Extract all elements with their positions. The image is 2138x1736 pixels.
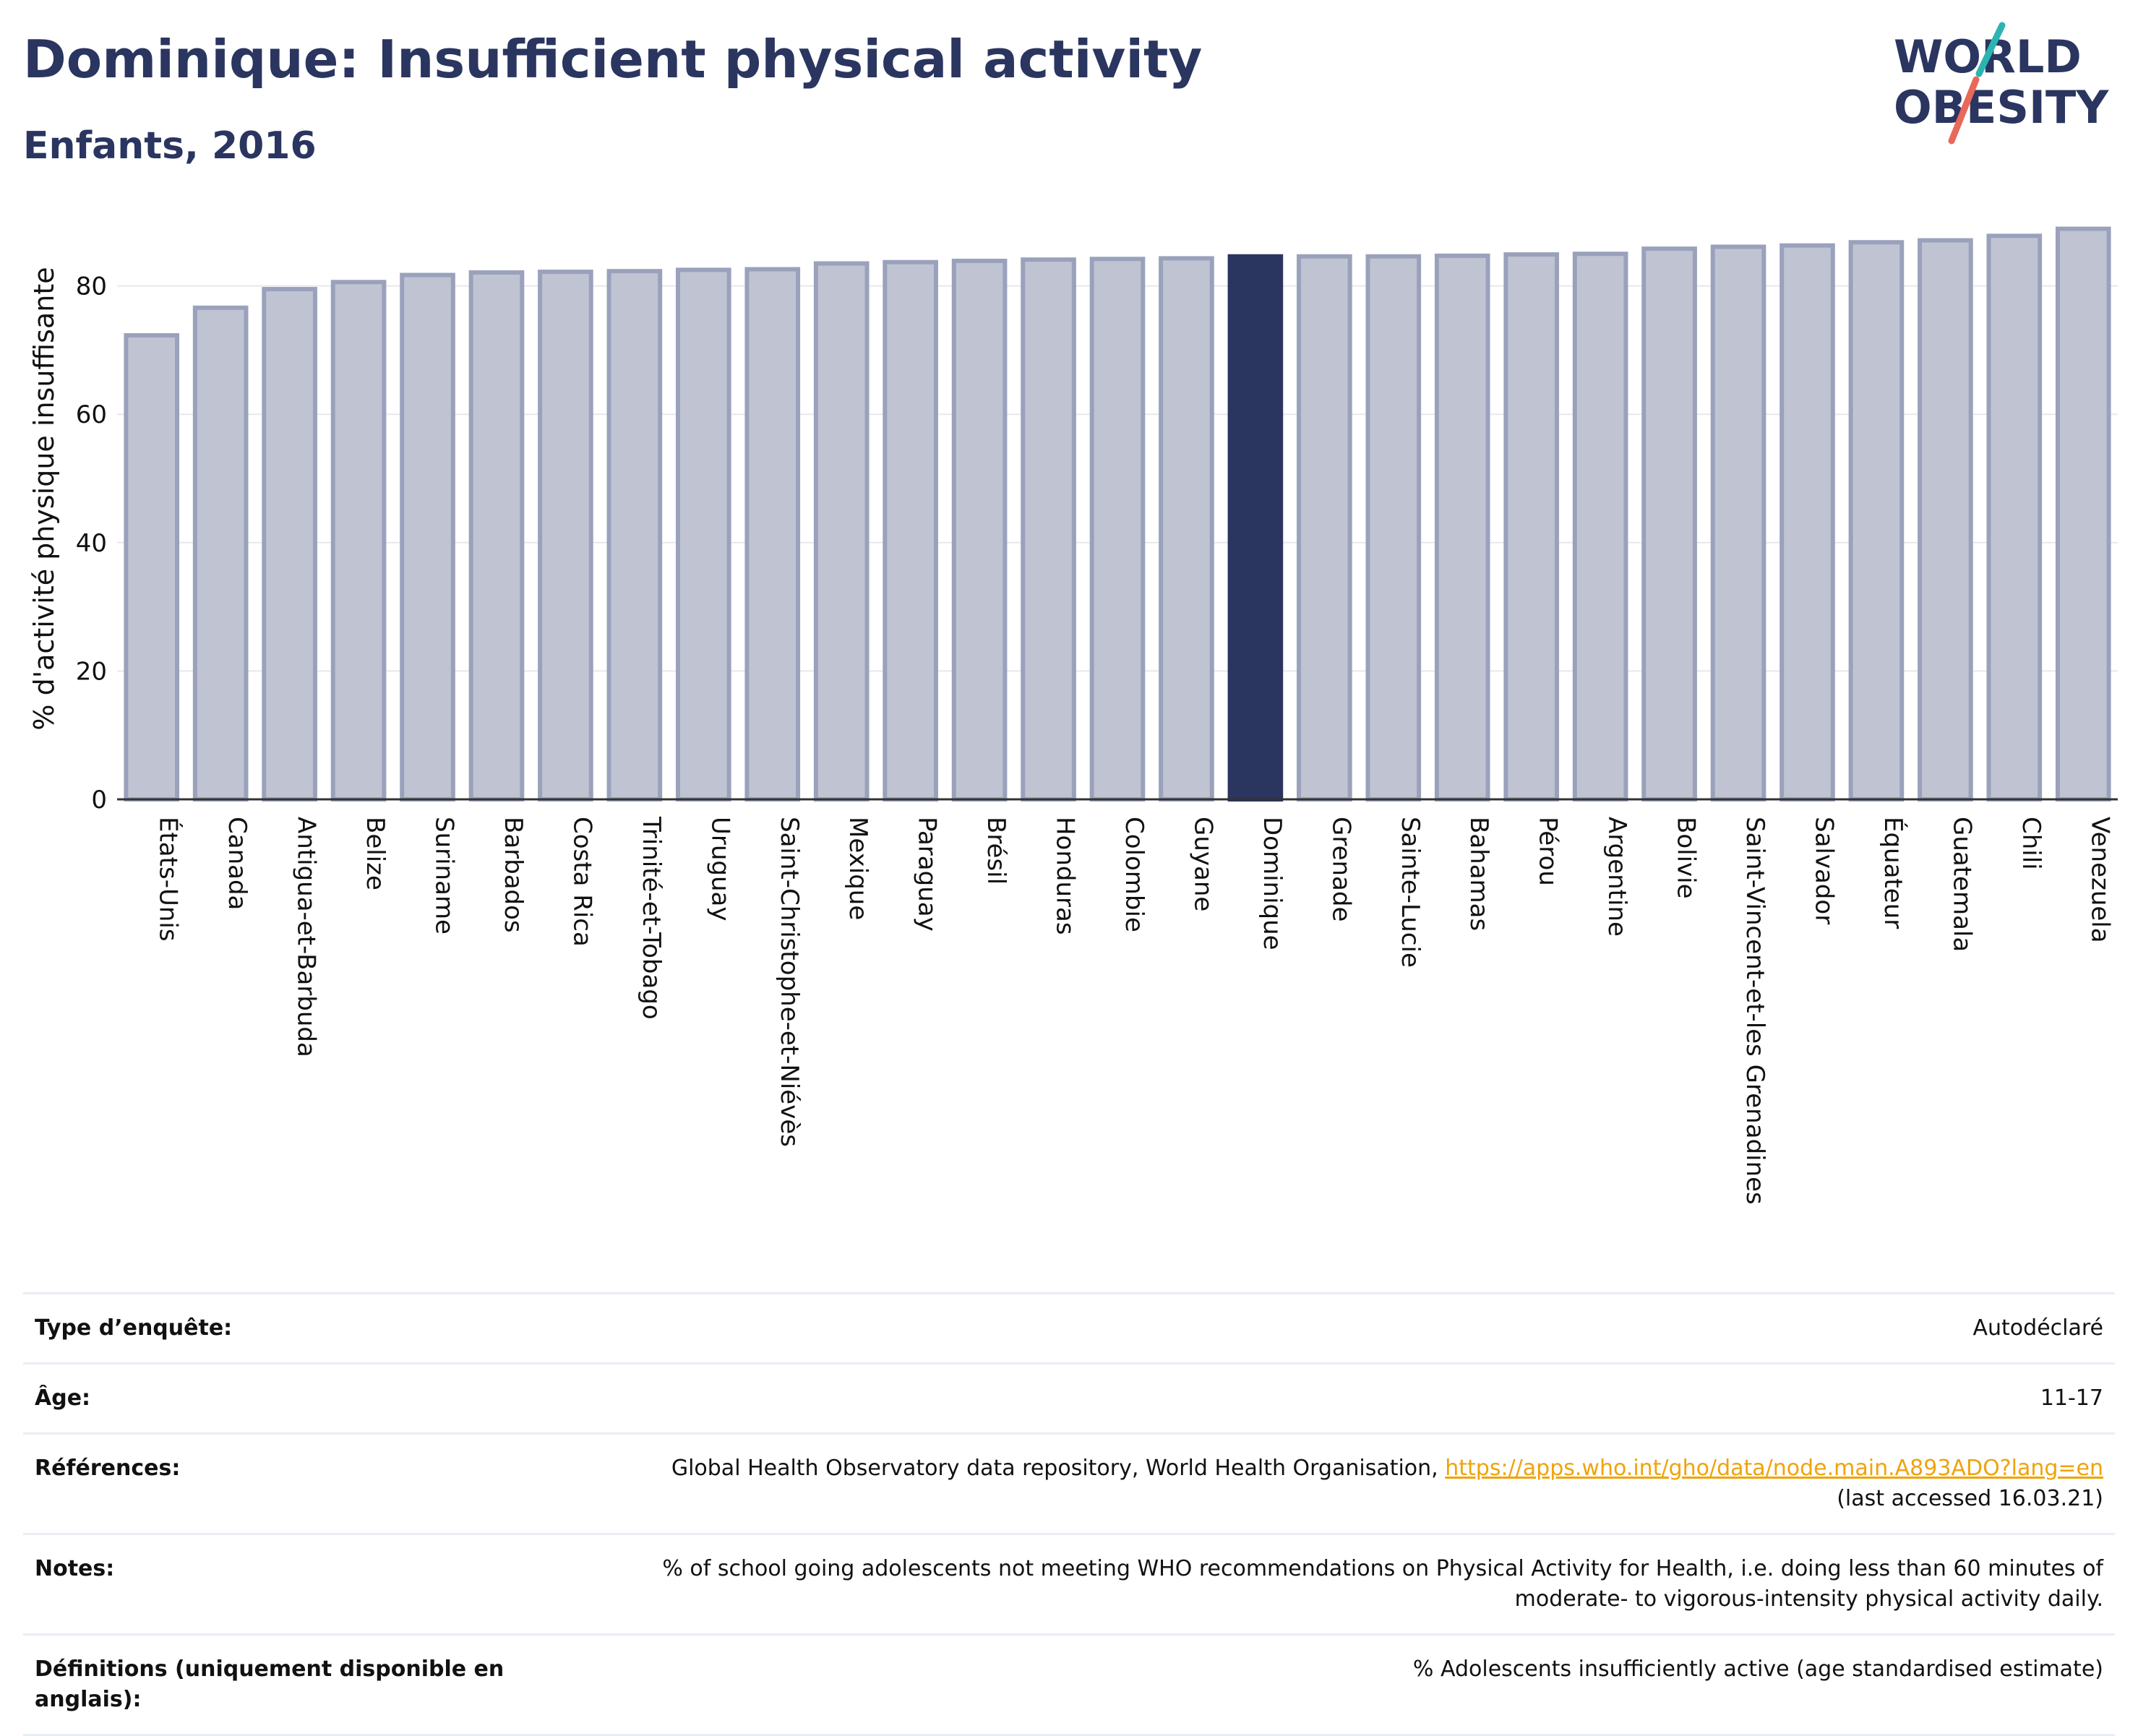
reference-accessed: (last accessed 16.03.21) (1837, 1486, 2103, 1511)
bar (1572, 252, 1628, 802)
x-tick-label: Trinité-et-Tobago (637, 816, 666, 1020)
bar (400, 272, 455, 802)
bar (1779, 243, 1835, 802)
x-tick-label: Bolivie (1672, 817, 1701, 899)
chart-subtitle: Enfants, 2016 (23, 124, 317, 168)
info-row-definitions: Définitions (uniquement disponible en an… (23, 1633, 2115, 1736)
bar (1641, 246, 1697, 802)
x-tick-label: Costa Rica (567, 817, 596, 947)
bar (1918, 238, 1973, 802)
bar-highlight (1227, 254, 1284, 802)
bar (1089, 257, 1146, 802)
bar (744, 267, 801, 802)
x-tick-label: Bahamas (1464, 817, 1493, 931)
info-label: Âge: (35, 1385, 91, 1411)
x-tick-label: Grenade (1326, 817, 1355, 921)
bar (1365, 254, 1422, 802)
reference-link[interactable]: https://apps.who.int/gho/data/node.main.… (1445, 1456, 2103, 1481)
info-label: Références: (35, 1456, 181, 1481)
x-tick-label: Guatemala (1947, 817, 1976, 952)
x-tick-label: Brésil (982, 817, 1010, 885)
x-tick-label: Canada (223, 817, 252, 910)
x-tick-label: Venezuela (2085, 817, 2114, 943)
x-tick-label: Salvador (1809, 817, 1838, 924)
x-tick-label: Uruguay (705, 817, 734, 921)
world-obesity-logo: WORLD OBESITY (1894, 22, 2109, 145)
bar (1710, 244, 1766, 802)
bars (124, 226, 2111, 802)
x-tick-label: Mexique (843, 817, 872, 920)
x-tick-label: Équateur (1879, 817, 1908, 929)
bar (675, 267, 731, 802)
chart-title: Dominique: Insufficient physical activit… (23, 29, 1203, 90)
bar (883, 259, 938, 802)
bar (1159, 256, 1214, 802)
info-value: 11-17 (2040, 1385, 2103, 1411)
y-tick-label: 0 (91, 786, 107, 815)
y-tick-labels: 0 20 40 60 80 (76, 272, 107, 815)
x-tick-label: Belize (361, 817, 390, 890)
x-tick-label: États-Unis (154, 817, 184, 942)
y-tick-label: 60 (76, 400, 107, 429)
y-tick-label: 80 (76, 272, 107, 301)
x-tick-label: Suriname (430, 817, 459, 934)
bar (1434, 253, 1490, 802)
bar (1848, 240, 1905, 802)
bar (538, 270, 593, 802)
x-tick-label: Dominique (1258, 817, 1287, 950)
x-tick-label: Chili (2017, 817, 2045, 870)
info-value: % of school going adolescents not meetin… (662, 1556, 2103, 1612)
bar (813, 261, 870, 802)
info-value: Autodéclaré (1972, 1315, 2104, 1341)
info-row-survey-type: Type d’enquête: Autodéclaré (23, 1292, 2115, 1362)
x-tick-label: Barbados (499, 817, 528, 933)
x-tick-label: Colombie (1120, 817, 1149, 932)
info-table: Type d’enquête: Autodéclaré Âge: 11-17 R… (23, 1292, 2115, 1736)
info-value: Global Health Observatory data repositor… (555, 1453, 2103, 1514)
info-label: Notes: (35, 1556, 115, 1581)
x-tick-label: Antigua-et-Barbuda (292, 817, 321, 1057)
x-tick-label: Pérou (1534, 817, 1563, 886)
reference-text: Global Health Observatory data repositor… (671, 1456, 1438, 1481)
x-tick-labels: États-Unis Canada Antigua-et-Barbuda Belize… (154, 816, 2115, 1205)
x-tick-label: Paraguay (913, 817, 942, 932)
info-row-references: Références: Global Health Observatory da… (23, 1432, 2115, 1533)
info-label: Définitions (uniquement disponible en an… (35, 1656, 505, 1712)
y-tick-label: 40 (76, 529, 107, 558)
bar (606, 269, 663, 802)
bar (1297, 254, 1352, 802)
x-tick-label: Saint-Vincent-et-les Grenadines (1740, 817, 1769, 1205)
bar (1986, 233, 2043, 802)
info-value: % Adolescents insufficiently active (age… (1412, 1656, 2103, 1682)
y-axis-label: % d'activité physique insuffisante (28, 267, 60, 730)
bar (2055, 226, 2111, 802)
bar (124, 332, 180, 802)
x-tick-label: Argentine (1602, 817, 1631, 937)
info-label: Type d’enquête: (35, 1315, 233, 1341)
bar (468, 270, 525, 802)
bar (1021, 257, 1076, 802)
bar-chart: 0 20 40 60 80 États-Unis Canada Antigua-et-Bar… (28, 226, 2118, 1205)
x-tick-label: Guyane (1188, 817, 1217, 911)
info-row-notes: Notes: % of school going adolescents not… (23, 1533, 2115, 1633)
bar (262, 287, 317, 802)
logo-line2: OBESITY (1894, 81, 2109, 134)
x-tick-label: Sainte-Lucie (1396, 817, 1425, 968)
x-tick-label: Saint-Christophe-et-Niévès (775, 817, 804, 1147)
info-row-age: Âge: 11-17 (23, 1362, 2115, 1432)
bar (1503, 252, 1560, 802)
bar (192, 305, 249, 802)
bar (330, 280, 387, 802)
x-tick-label: Honduras (1051, 817, 1080, 935)
y-tick-label: 20 (76, 657, 107, 686)
bar (951, 258, 1008, 802)
